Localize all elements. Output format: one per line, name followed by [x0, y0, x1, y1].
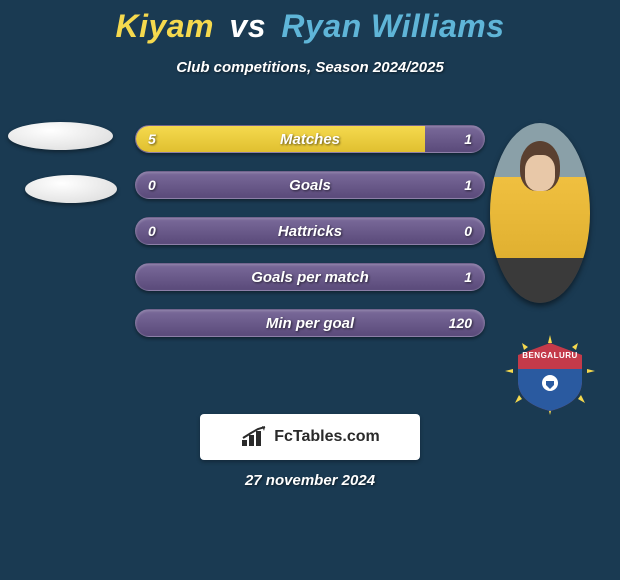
brand-text: FcTables.com: [274, 428, 380, 446]
stat-value-left: 0: [148, 172, 156, 198]
footer-date: 27 november 2024: [0, 472, 620, 489]
stat-row: Hattricks0 0: [135, 217, 485, 245]
stat-label: Matches: [136, 126, 484, 152]
subtitle: Club competitions, Season 2024/2025: [0, 59, 620, 76]
stat-label: Hattricks: [136, 218, 484, 244]
stat-value-right: 0: [464, 218, 472, 244]
stat-value-left: 0: [148, 218, 156, 244]
header: Kiyam vs Ryan Williams Club competitions…: [0, 0, 620, 76]
player1-name: Kiyam: [115, 8, 214, 44]
stat-value-right: 120: [449, 310, 472, 336]
stat-row: Goals0 1: [135, 171, 485, 199]
player2-name: Ryan Williams: [281, 8, 504, 44]
club-name: BENGALURU: [500, 351, 600, 360]
stat-row: Min per goal120: [135, 309, 485, 337]
stat-label: Min per goal: [136, 310, 484, 336]
player1-club-placeholder: [25, 175, 117, 203]
stat-value-left: 5: [148, 126, 156, 152]
stat-label: Goals per match: [136, 264, 484, 290]
stats-block: Matches51Goals01Hattricks00Goals per mat…: [135, 125, 485, 355]
vs-separator: vs: [229, 8, 266, 44]
player2-photo: [490, 123, 590, 303]
brand-box: FcTables.com: [200, 414, 420, 460]
stat-label: Goals: [136, 172, 484, 198]
player2-club-logo: BENGALURU: [500, 333, 600, 417]
stat-value-right: 1: [464, 172, 472, 198]
stat-value-right: 1: [464, 126, 472, 152]
stat-row: Matches5 1: [135, 125, 485, 153]
stat-value-right: 1: [464, 264, 472, 290]
stat-row: Goals per match1: [135, 263, 485, 291]
player2-photo-placeholder: [490, 123, 590, 303]
player1-avatar-placeholder: [8, 122, 113, 150]
club-logo-svg: [500, 333, 600, 417]
brand-chart-icon: [240, 426, 268, 448]
comparison-title: Kiyam vs Ryan Williams: [0, 8, 620, 45]
